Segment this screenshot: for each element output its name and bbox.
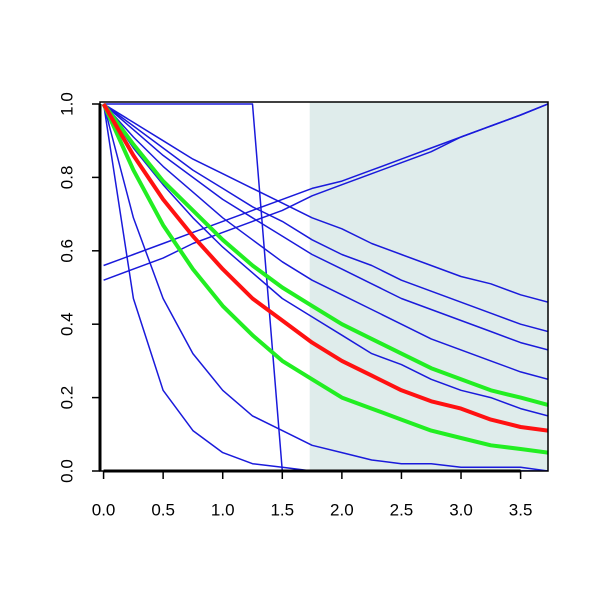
series-line — [103, 103, 548, 351]
series-line — [103, 103, 548, 381]
series-line — [103, 103, 548, 333]
series-line — [102, 103, 548, 417]
x-tick-label: 0.0 — [92, 500, 116, 519]
x-tick-label: 2.5 — [390, 500, 414, 519]
x-tick-label: 2.0 — [330, 500, 354, 519]
series-line — [103, 103, 548, 267]
series-line — [102, 103, 548, 471]
series-line — [101, 102, 548, 433]
y-tick-label: 0.8 — [57, 166, 76, 190]
y-tick-label: 1.0 — [57, 92, 76, 116]
series-line — [101, 103, 548, 455]
series-line — [101, 102, 548, 407]
y-tick-label: 0.4 — [57, 312, 76, 336]
y-tick-label: 0.0 — [57, 459, 76, 483]
x-tick-label: 0.5 — [151, 500, 175, 519]
shaded-region — [309, 102, 548, 471]
series-line — [102, 103, 548, 471]
series-line — [103, 103, 548, 471]
x-tick-label: 3.0 — [449, 500, 473, 519]
x-tick-label: 1.5 — [270, 500, 294, 519]
x-tick-label: 1.0 — [211, 500, 235, 519]
x-tick-label: 3.5 — [509, 500, 533, 519]
series-line — [103, 103, 548, 303]
y-tick-label: 0.2 — [57, 386, 76, 410]
y-tick-label: 0.6 — [57, 239, 76, 263]
